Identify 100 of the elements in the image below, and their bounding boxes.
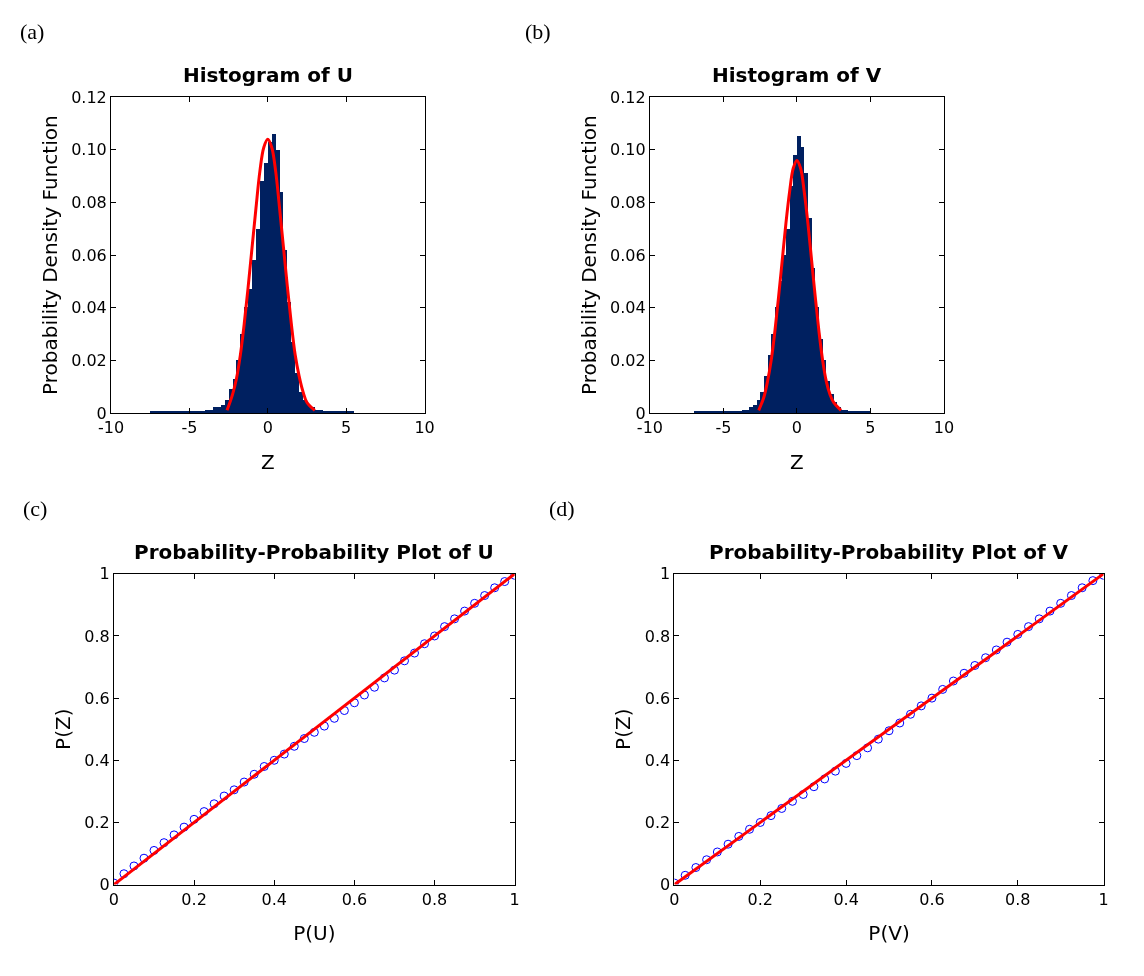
x-tick-label: -10 — [97, 418, 125, 438]
y-tick-label: 0.10 — [71, 140, 107, 160]
point — [745, 824, 755, 834]
point — [319, 721, 329, 731]
point — [927, 693, 937, 703]
x-tick-label: 0.6 — [341, 889, 368, 909]
point — [777, 803, 787, 813]
point — [841, 758, 851, 768]
point — [139, 853, 149, 863]
x-tick-label: 10 — [414, 418, 435, 438]
point — [916, 701, 926, 711]
y-axis-title: P(Z) — [611, 708, 636, 750]
y-tick-label: 0.4 — [644, 750, 671, 770]
y-tick-label: 1 — [99, 564, 110, 584]
point — [691, 863, 701, 873]
point — [460, 606, 470, 616]
point — [480, 591, 490, 601]
y-tick-label: 0.06 — [71, 245, 107, 265]
y-axis-title: Probability Density Function — [576, 115, 601, 395]
y-tick-label: 0.02 — [610, 350, 646, 370]
point — [1013, 629, 1023, 639]
point — [1034, 614, 1044, 624]
point — [680, 870, 690, 880]
y-tick-label: 0.8 — [644, 626, 671, 646]
point — [1066, 591, 1076, 601]
x-tick-label: 0.6 — [919, 889, 945, 909]
point — [1077, 583, 1087, 593]
point — [229, 785, 239, 795]
point — [259, 762, 269, 771]
text: (c) — [23, 496, 48, 521]
y-tick-label: 0.12 — [71, 87, 107, 107]
x-tick-label: -5 — [715, 418, 732, 438]
point — [159, 838, 169, 848]
point — [905, 709, 915, 719]
point — [410, 648, 420, 658]
point — [349, 698, 359, 708]
x-axis-title: Z — [260, 449, 275, 474]
y-tick-label: 0.08 — [610, 193, 646, 213]
y-tick-label: 0.8 — [84, 626, 110, 646]
y-tick-label: 0.2 — [84, 813, 110, 833]
point — [766, 811, 776, 821]
x-tick-label: 0.2 — [181, 889, 207, 909]
point — [199, 807, 209, 817]
point — [938, 684, 948, 694]
point — [359, 690, 369, 700]
point — [991, 645, 1001, 655]
y-axis-title: Probability Density Function — [37, 115, 62, 395]
y-tick-label: 0.12 — [610, 87, 646, 107]
point — [379, 673, 389, 683]
point — [1088, 576, 1098, 586]
point — [787, 796, 797, 806]
y-tick-label: 0.02 — [71, 350, 107, 370]
point — [189, 814, 199, 824]
x-axis-title: P(V) — [868, 921, 910, 946]
point — [179, 822, 189, 832]
point — [948, 676, 958, 686]
point — [440, 622, 450, 632]
y-tick-label: 1 — [660, 564, 671, 584]
point — [239, 777, 249, 787]
point — [219, 791, 229, 801]
point — [490, 583, 500, 593]
point — [798, 789, 808, 799]
y-tick-label: 0.4 — [84, 750, 110, 770]
point — [830, 766, 840, 776]
point — [149, 845, 159, 855]
x-tick-label: 0 — [791, 418, 803, 438]
text: (a) — [20, 19, 45, 44]
point — [712, 847, 722, 857]
x-tick-label: 0.4 — [833, 889, 859, 909]
point — [279, 749, 289, 759]
y-tick-label: 0.6 — [644, 688, 671, 708]
point — [430, 631, 440, 641]
point — [249, 769, 259, 779]
x-tick-label: 0.4 — [261, 889, 287, 909]
point — [959, 668, 969, 678]
x-tick-label: 0.2 — [747, 889, 773, 909]
y-tick-label: 0.2 — [644, 813, 671, 833]
point — [702, 855, 712, 865]
point — [895, 718, 905, 728]
y-tick-label: 0.08 — [71, 193, 107, 213]
x-tick-label: 10 — [933, 418, 955, 438]
point — [399, 656, 409, 666]
point — [269, 755, 279, 765]
point — [209, 799, 219, 809]
x-tick-label: 0 — [262, 418, 273, 438]
point — [852, 751, 862, 761]
point — [289, 741, 299, 751]
x-tick-label: 0.8 — [421, 889, 448, 909]
y-tick-label: 0.10 — [610, 140, 646, 160]
chart-title: Probability-Probability Plot of V — [709, 540, 1069, 564]
point — [981, 653, 991, 663]
point — [169, 830, 179, 840]
point — [309, 727, 319, 737]
x-tick-label: 0.8 — [1005, 889, 1031, 909]
line-series — [225, 137, 317, 412]
point — [1045, 606, 1055, 616]
point — [873, 734, 883, 744]
y-tick-label: 0.06 — [610, 245, 646, 265]
point — [420, 639, 430, 649]
x-tick-label: 1 — [509, 889, 520, 909]
